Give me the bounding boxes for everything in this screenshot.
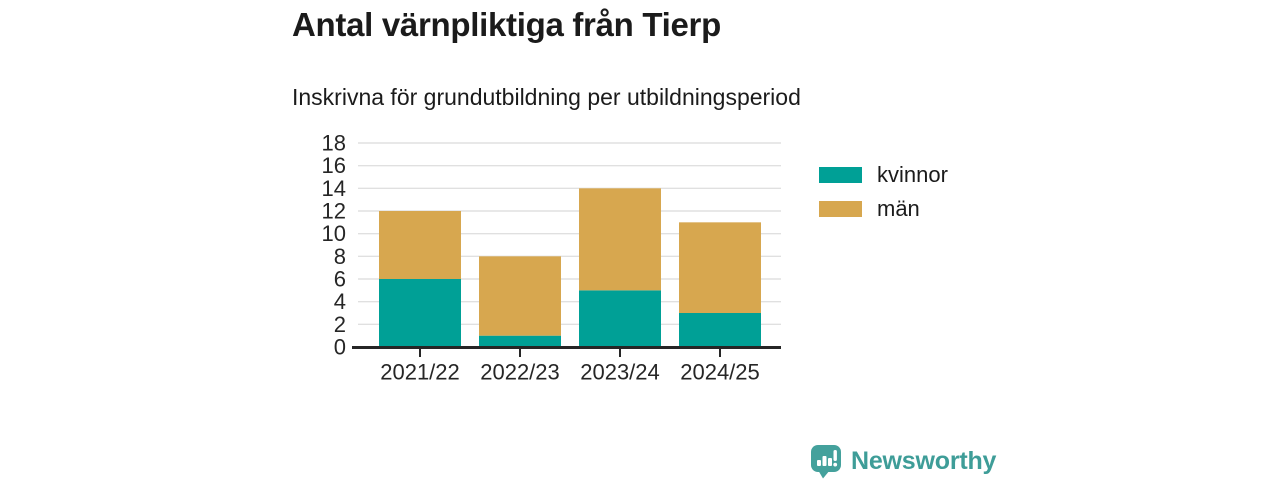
bar-segment-män-2022/23 [479, 256, 561, 336]
bar-segment-kvinnor-2023/24 [579, 290, 661, 347]
y-tick-label: 2 [334, 312, 346, 337]
x-tick-label: 2021/22 [380, 360, 460, 385]
chart-legend: kvinnor män [819, 164, 948, 220]
bar-segment-kvinnor-2022/23 [479, 335, 561, 347]
y-tick-label: 12 [322, 199, 346, 224]
newsworthy-logo: Newsworthy [810, 444, 996, 479]
y-tick-label: 6 [334, 267, 346, 292]
chart-subtitle: Inskrivna för grundutbildning per utbild… [292, 84, 801, 110]
legend-item-män: män [819, 198, 948, 220]
y-tick-label: 18 [322, 131, 346, 156]
bar-segment-män-2023/24 [579, 188, 661, 291]
bars [379, 188, 761, 347]
legend-label: kvinnor [877, 162, 948, 187]
x-tick-label: 2024/25 [680, 360, 760, 385]
newsworthy-wordmark: Newsworthy [851, 447, 997, 475]
x-axis: 2021/22 2022/23 2023/24 2024/25 [352, 346, 781, 385]
y-tick-label: 10 [322, 221, 346, 246]
y-tick-label: 4 [334, 289, 346, 314]
legend-swatch [819, 167, 862, 183]
y-tick-label: 14 [322, 176, 346, 201]
legend-swatch [819, 201, 862, 217]
x-tick-label: 2023/24 [580, 360, 660, 385]
y-tick-label: 16 [322, 153, 346, 178]
y-tick-label: 0 [334, 335, 346, 360]
newsworthy-speech-bubble-chart-icon [811, 445, 841, 479]
x-tick-label: 2022/23 [480, 360, 560, 385]
bar-segment-kvinnor-2021/22 [379, 279, 461, 347]
legend-item-kvinnor: kvinnor [819, 164, 948, 186]
bar-segment-män-2024/25 [679, 222, 761, 313]
bar-segment-kvinnor-2024/25 [679, 313, 761, 347]
y-tick-label: 8 [334, 244, 346, 269]
legend-label: män [877, 196, 920, 221]
bar-segment-män-2021/22 [379, 211, 461, 279]
chart-title: Antal värnpliktiga från Tierp [292, 6, 721, 43]
